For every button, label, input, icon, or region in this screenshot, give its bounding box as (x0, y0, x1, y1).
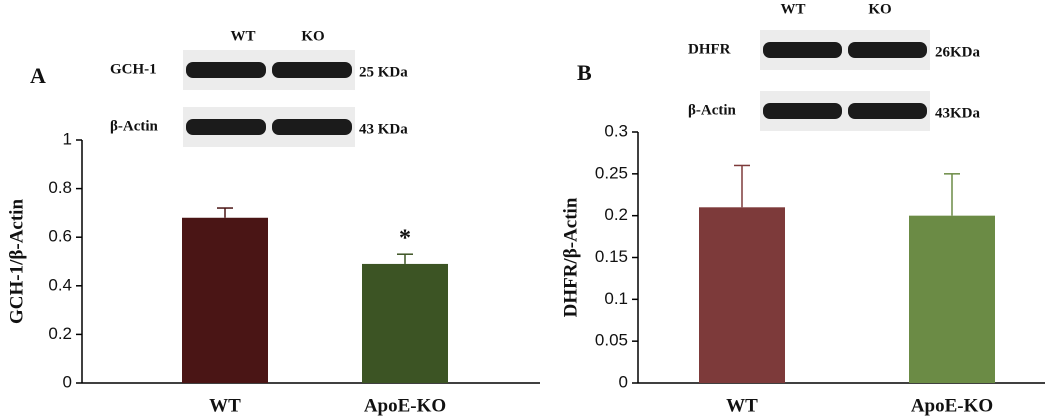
panel-label: B (577, 60, 592, 85)
bar (362, 263, 448, 383)
panel-label: A (30, 63, 46, 88)
y-tick-label: 0.25 (595, 163, 628, 182)
bar (182, 217, 268, 383)
x-tick-label: WT (726, 395, 758, 416)
y-tick-label: 0.6 (48, 227, 72, 246)
y-tick-label: 0.1 (604, 289, 628, 308)
blot-protein: DHFR (688, 41, 731, 57)
x-tick-label: ApoE-KO (364, 395, 446, 416)
blot-protein: β-Actin (688, 102, 737, 118)
y-tick-label: 0.15 (595, 247, 628, 266)
blot-band (848, 42, 927, 58)
lane-label: WT (780, 1, 805, 17)
y-tick-label: 0.3 (604, 121, 628, 140)
y-tick-label: 0.4 (48, 275, 72, 294)
blot-band (186, 62, 266, 78)
blot-protein: β-Actin (110, 118, 159, 134)
blot-band (272, 119, 352, 135)
lane-label: KO (868, 1, 891, 17)
y-tick-label: 0.8 (48, 178, 72, 197)
lane-label: KO (301, 28, 324, 44)
blot-band (848, 103, 927, 119)
blot-protein: GCH-1 (110, 61, 157, 77)
bar (909, 215, 995, 383)
y-axis-label: DHFR/β-Actin (560, 197, 581, 317)
y-tick-label: 0 (63, 372, 72, 391)
blot-size: 26KDa (935, 44, 981, 60)
y-tick-label: 0.05 (595, 331, 628, 350)
x-tick-label: ApoE-KO (911, 395, 993, 416)
significance-mark: * (399, 226, 411, 252)
y-axis-label: GCH-1/β-Actin (6, 199, 27, 324)
lane-label: WT (230, 28, 255, 44)
y-tick-label: 1 (63, 129, 72, 148)
x-tick-label: WT (209, 395, 241, 416)
y-tick-label: 0.2 (604, 205, 628, 224)
y-tick-label: 0 (619, 372, 628, 391)
blot-band (272, 62, 352, 78)
blot-band (763, 103, 842, 119)
bar (699, 207, 785, 383)
y-tick-label: 0.2 (48, 324, 72, 343)
blot-size: 43 KDa (359, 121, 408, 137)
blot-size: 25 KDa (359, 64, 408, 80)
blot-band (763, 42, 842, 58)
blot-size: 43KDa (935, 105, 981, 121)
blot-band (186, 119, 266, 135)
